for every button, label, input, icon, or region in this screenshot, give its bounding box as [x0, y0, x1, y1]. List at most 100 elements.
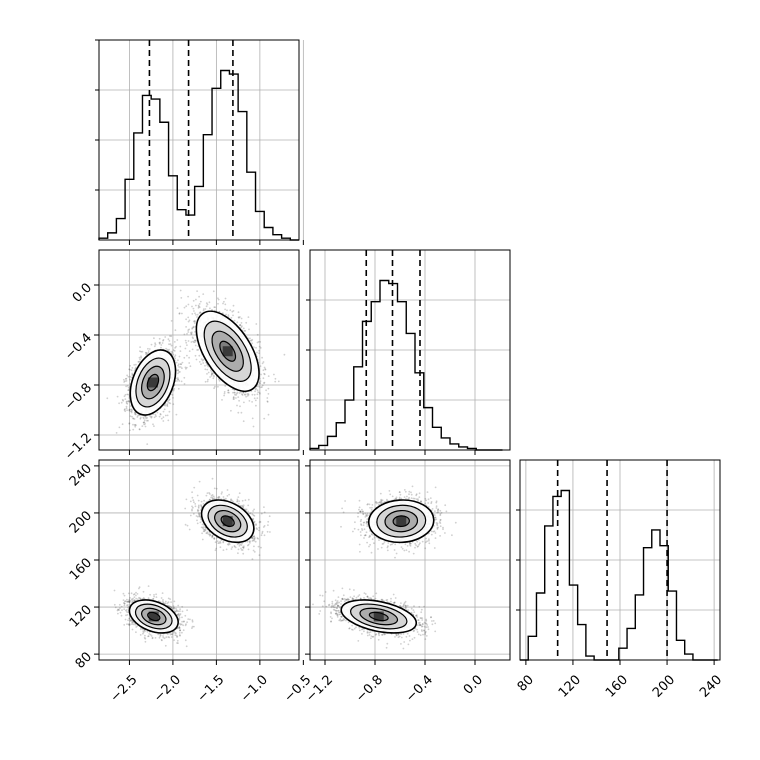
- sample-point: [242, 391, 245, 394]
- sample-point: [192, 299, 195, 302]
- sample-point: [251, 417, 254, 420]
- sample-point: [196, 313, 199, 316]
- sample-point: [233, 391, 236, 394]
- sample-point: [235, 397, 237, 399]
- sample-point: [266, 401, 269, 403]
- sample-point: [143, 423, 146, 426]
- sample-point: [144, 351, 147, 354]
- sample-point: [166, 348, 169, 351]
- sample-point: [138, 360, 140, 363]
- sample-point: [251, 342, 254, 345]
- sample-point: [259, 382, 262, 385]
- sample-point: [187, 316, 190, 319]
- sample-point: [134, 413, 137, 416]
- sample-point: [175, 345, 177, 348]
- sample-point: [177, 372, 179, 375]
- sample-point: [130, 369, 133, 372]
- sample-point: [224, 297, 227, 300]
- sample-point: [259, 392, 261, 395]
- sample-point: [138, 428, 141, 430]
- sample-point: [199, 311, 202, 314]
- sample-point: [188, 328, 191, 331]
- sample-point: [177, 378, 180, 381]
- sample-point: [138, 428, 141, 431]
- sample-point: [267, 393, 270, 395]
- sample-point: [131, 628, 134, 631]
- sample-point: [261, 384, 264, 387]
- sample-point: [194, 344, 197, 347]
- sample-point: [232, 396, 235, 399]
- sample-point: [125, 405, 128, 408]
- sample-point: [238, 324, 241, 326]
- sample-point: [183, 333, 186, 336]
- sample-point: [178, 371, 180, 373]
- sample-point: [202, 293, 205, 295]
- sample-point: [192, 340, 195, 343]
- sample-point: [247, 394, 250, 396]
- sample-point: [251, 401, 254, 403]
- sample-point: [177, 642, 179, 644]
- sample-point: [154, 413, 157, 416]
- sample-point: [162, 416, 165, 419]
- sample-point: [173, 355, 176, 358]
- sample-point: [224, 308, 227, 311]
- sample-point: [122, 399, 125, 402]
- sample-point: [164, 336, 167, 338]
- sample-point: [213, 375, 215, 378]
- histogram-panel-2: [306, 249, 511, 455]
- sample-point: [164, 600, 167, 603]
- sample-point: [131, 373, 134, 376]
- sample-point: [133, 364, 136, 366]
- sample-point: [243, 401, 245, 404]
- sample-point: [198, 354, 201, 357]
- sample-point: [139, 628, 142, 631]
- sample-point: [117, 612, 119, 615]
- scatter-panel-1: [94, 249, 304, 455]
- sample-point: [200, 358, 203, 361]
- sample-point: [134, 425, 137, 428]
- scatter-panel-2-plot-area: [99, 460, 299, 660]
- sample-point: [188, 350, 191, 352]
- sample-point: [137, 361, 140, 363]
- sample-point: [193, 341, 195, 344]
- sample-point: [204, 364, 206, 367]
- sample-point: [248, 400, 251, 402]
- sample-point: [191, 326, 194, 329]
- sample-point: [217, 297, 219, 300]
- sample-point: [258, 352, 260, 355]
- sample-point: [237, 411, 240, 414]
- sample-point: [217, 298, 220, 301]
- sample-point: [257, 391, 259, 393]
- sample-point: [249, 337, 251, 340]
- sample-point: [258, 382, 261, 384]
- sample-point: [204, 368, 207, 371]
- sample-point: [206, 303, 209, 306]
- sample-point: [144, 423, 147, 425]
- sample-point: [238, 392, 241, 394]
- sample-point: [146, 419, 148, 422]
- sample-point: [170, 344, 173, 347]
- sample-point: [202, 358, 205, 361]
- sample-point: [153, 416, 156, 419]
- sample-point: [263, 373, 266, 376]
- sample-point: [259, 341, 262, 343]
- sample-point: [236, 391, 239, 394]
- sample-point: [205, 305, 208, 308]
- sample-point: [160, 344, 163, 346]
- sample-point: [199, 300, 202, 303]
- sample-point: [161, 342, 164, 344]
- sample-point: [176, 339, 179, 341]
- sample-point: [212, 377, 215, 380]
- sample-point: [188, 362, 191, 364]
- sample-point: [165, 347, 168, 350]
- sample-point: [169, 402, 172, 405]
- sample-point: [123, 624, 126, 626]
- sample-point: [200, 363, 202, 365]
- sample-point: [196, 290, 199, 292]
- sample-point: [160, 417, 163, 420]
- sample-point: [194, 341, 197, 343]
- sample-point: [204, 380, 207, 383]
- sample-point: [149, 415, 152, 418]
- sample-point: [120, 401, 123, 404]
- sample-point: [144, 425, 147, 428]
